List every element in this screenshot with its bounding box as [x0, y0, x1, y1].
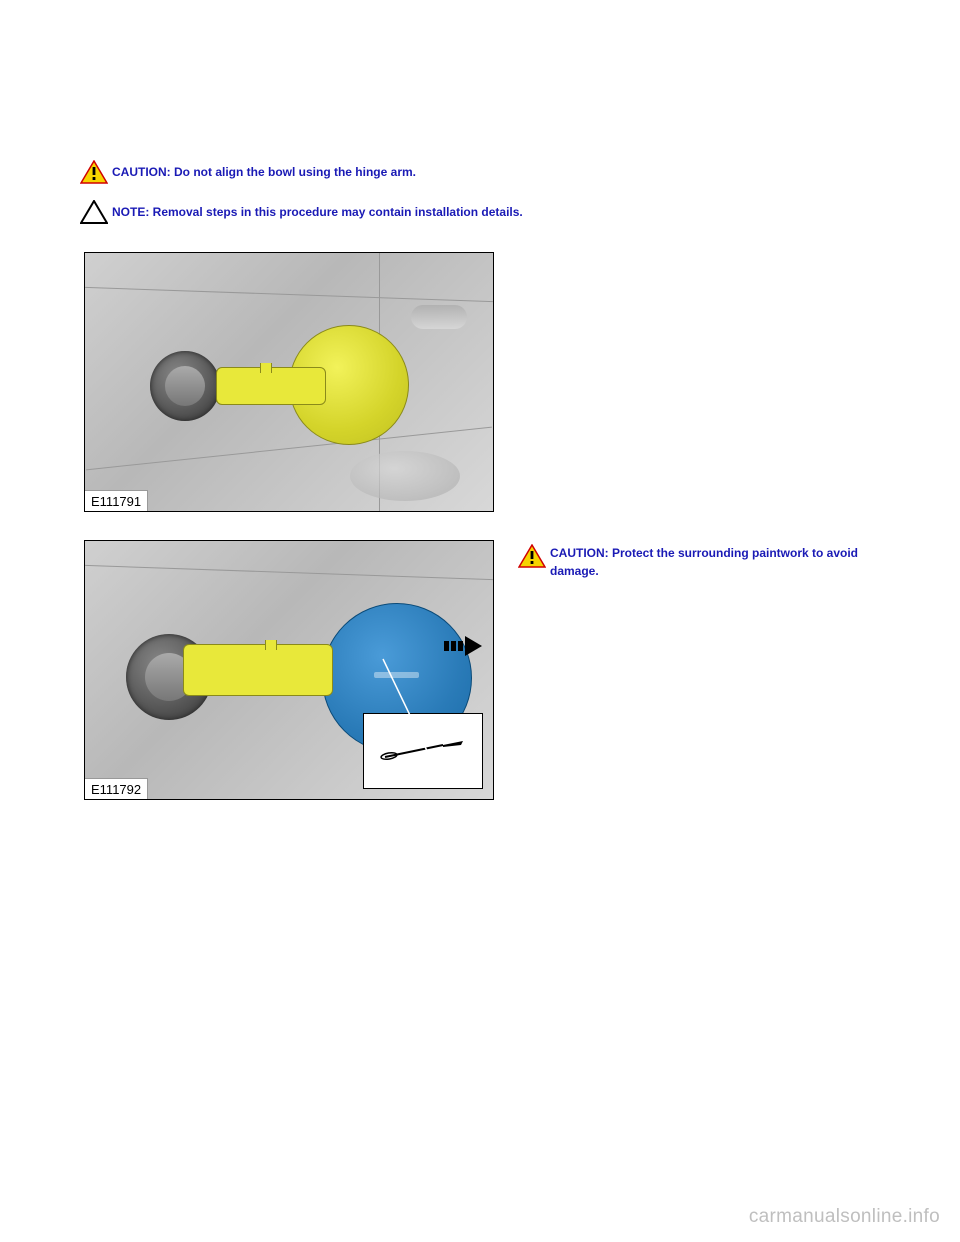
tool-inset — [363, 713, 483, 789]
figure-2: E111792 — [84, 540, 494, 800]
fuel-filler-hole — [150, 351, 220, 421]
note-icon — [80, 200, 108, 224]
note-row-1: NOTE: Removal steps in this procedure ma… — [80, 200, 880, 224]
caution-row-1: CAUTION: Do not align the bowl using the… — [80, 160, 880, 184]
note-text-1: NOTE: Removal steps in this procedure ma… — [112, 205, 523, 219]
figure-1-id: E111791 — [85, 490, 148, 511]
caution-row-2: CAUTION: Protect the surrounding paintwo… — [518, 540, 880, 580]
hinge-arm — [216, 367, 326, 405]
caution-text-1: CAUTION: Do not align the bowl using the… — [112, 165, 416, 179]
hinge-arm-2 — [183, 644, 333, 696]
figure-2-id: E111792 — [85, 778, 148, 799]
figure-1-block: E111791 — [84, 252, 880, 512]
figure-1: E111791 — [84, 252, 494, 512]
figure-2-row: E111792 CAUTION: Protect the surrounding… — [84, 540, 880, 800]
caution-text-2b: damage. — [550, 564, 599, 578]
watermark: carmanualsonline.info — [749, 1206, 940, 1228]
caution-text-2a: CAUTION: Protect the surrounding paintwo… — [550, 546, 858, 560]
removal-arrow-icon — [444, 634, 484, 658]
caution-icon — [80, 160, 108, 184]
caution-icon — [518, 544, 546, 568]
